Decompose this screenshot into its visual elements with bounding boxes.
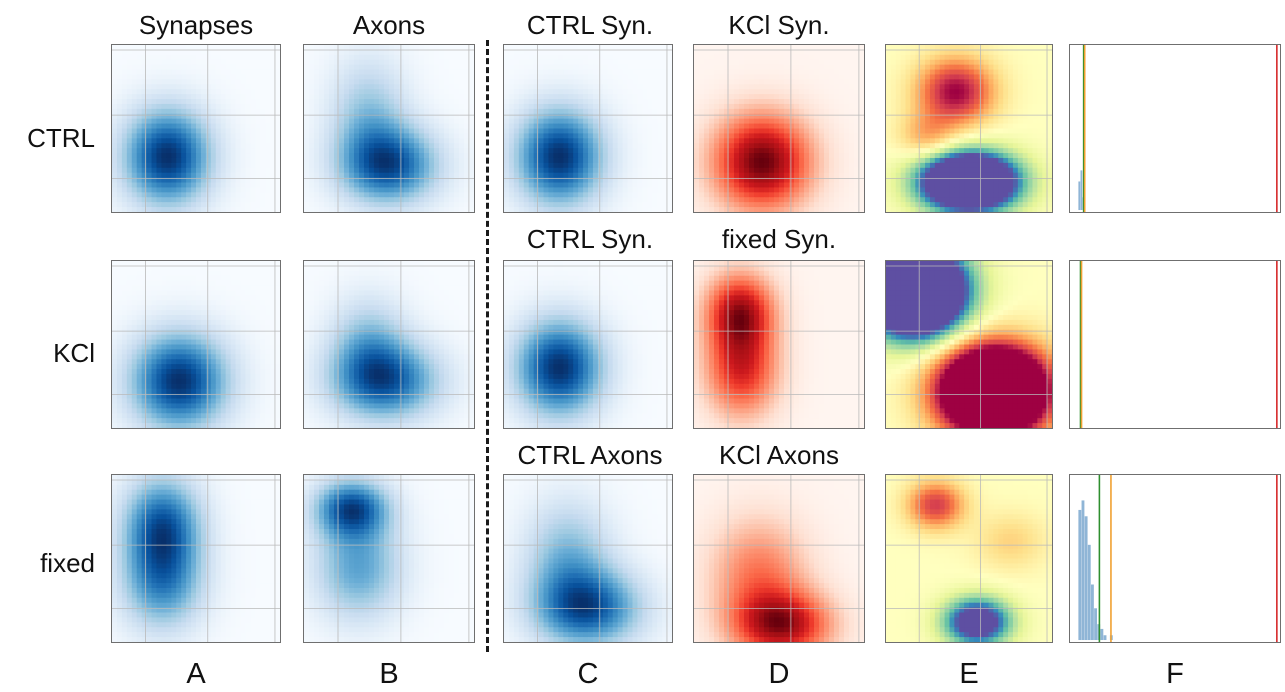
- row-label-fixed: fixed: [40, 548, 95, 578]
- panel-a-fixed-density: [112, 475, 280, 642]
- panel-f-fixed-bar-8: [1103, 635, 1107, 641]
- row-label-kcl: KCl: [53, 338, 95, 368]
- panel-c-fixed: [503, 474, 673, 643]
- panel-e-ctrl-plot: [886, 45, 1052, 212]
- column-label-b: B: [379, 658, 399, 690]
- panel-d-kcl-plot: [694, 261, 864, 428]
- panel-b-fixed: [303, 474, 475, 643]
- title-axons: Axons: [352, 10, 426, 40]
- column-label-c: C: [577, 658, 599, 690]
- panel-e-fixed-plot: [886, 475, 1052, 642]
- panel-e-ctrl-density: [886, 45, 1052, 212]
- panel-e-kcl-density: [886, 261, 1052, 428]
- panel-f-fixed-bar-2: [1084, 516, 1088, 641]
- panel-f-fixed: [1069, 474, 1281, 643]
- panel-e-fixed: [885, 474, 1053, 643]
- panel-f-kcl: [1069, 260, 1281, 429]
- panel-f-fixed-bar-5: [1094, 608, 1098, 641]
- panel-f-fixed-bar-1: [1081, 500, 1085, 641]
- panel-d-ctrl-plot: [694, 45, 864, 212]
- panel-c-fixed-plot: [504, 475, 672, 642]
- panel-c-fixed-density: [504, 475, 672, 642]
- column-label-a: A: [186, 658, 206, 690]
- panel-b-kcl-density: [304, 261, 474, 428]
- panel-b-ctrl-plot: [304, 45, 474, 212]
- panel-c-kcl-density: [504, 261, 672, 428]
- column-label-d: D: [768, 658, 790, 690]
- title-ctrl-axons: CTRL Axons: [517, 440, 663, 470]
- panel-d-fixed-plot: [694, 475, 864, 642]
- panel-f-fixed-bar-3: [1087, 544, 1091, 641]
- panel-c-kcl-plot: [504, 261, 672, 428]
- panel-c-ctrl-plot: [504, 45, 672, 212]
- panel-a-ctrl-density: [112, 45, 280, 212]
- panel-a-fixed-plot: [112, 475, 280, 642]
- panel-f-fixed-bar-7: [1100, 628, 1104, 641]
- panel-a-fixed: [111, 474, 281, 643]
- panel-d-fixed-density: [694, 475, 864, 642]
- row-label-ctrl: CTRL: [27, 123, 95, 153]
- title-synapses: Synapses: [138, 10, 254, 40]
- panel-f-ctrl-bar-0: [1078, 181, 1081, 211]
- panel-a-kcl-density: [112, 261, 280, 428]
- panel-f-ctrl-bar-1: [1080, 170, 1083, 211]
- panel-b-kcl-plot: [304, 261, 474, 428]
- title-ctrl-syn-1: CTRL Syn.: [526, 10, 654, 40]
- panel-d-ctrl: [693, 44, 865, 213]
- panel-a-kcl: [111, 260, 281, 429]
- panel-e-fixed-density: [886, 475, 1052, 642]
- panel-b-ctrl: [303, 44, 475, 213]
- panel-c-kcl: [503, 260, 673, 429]
- panel-e-kcl: [885, 260, 1053, 429]
- panel-d-ctrl-density: [694, 45, 864, 212]
- panel-d-kcl: [693, 260, 865, 429]
- title-kcl-syn-1: KCl Syn.: [728, 10, 830, 40]
- panel-f-fixed-bar-0: [1078, 509, 1082, 641]
- panel-f-fixed-plot: [1078, 475, 1278, 642]
- panel-f-kcl-plot: [1079, 261, 1278, 428]
- panel-d-fixed: [693, 474, 865, 643]
- panel-e-kcl-plot: [886, 261, 1052, 428]
- panel-c-ctrl: [503, 44, 673, 213]
- panel-b-ctrl-density: [304, 45, 474, 212]
- panel-a-ctrl-plot: [112, 45, 280, 212]
- title-ctrl-syn-2: CTRL Syn.: [526, 224, 654, 254]
- panel-a-ctrl: [111, 44, 281, 213]
- panel-f-fixed-bar-4: [1091, 584, 1094, 641]
- panel-a-kcl-plot: [112, 261, 280, 428]
- title-fixed-syn: fixed Syn.: [721, 224, 837, 254]
- panel-b-fixed-plot: [304, 475, 474, 642]
- panel-c-ctrl-density: [504, 45, 672, 212]
- panel-b-fixed-density: [304, 475, 474, 642]
- column-label-f: F: [1166, 658, 1184, 690]
- dashed-divider: [486, 40, 489, 652]
- panel-f-ctrl-plot: [1078, 45, 1278, 212]
- column-label-e: E: [959, 658, 979, 690]
- panel-f-ctrl: [1069, 44, 1281, 213]
- panel-e-ctrl: [885, 44, 1053, 213]
- title-kcl-axons: KCl Axons: [719, 440, 839, 470]
- panel-d-kcl-density: [694, 261, 864, 428]
- panel-b-kcl: [303, 260, 475, 429]
